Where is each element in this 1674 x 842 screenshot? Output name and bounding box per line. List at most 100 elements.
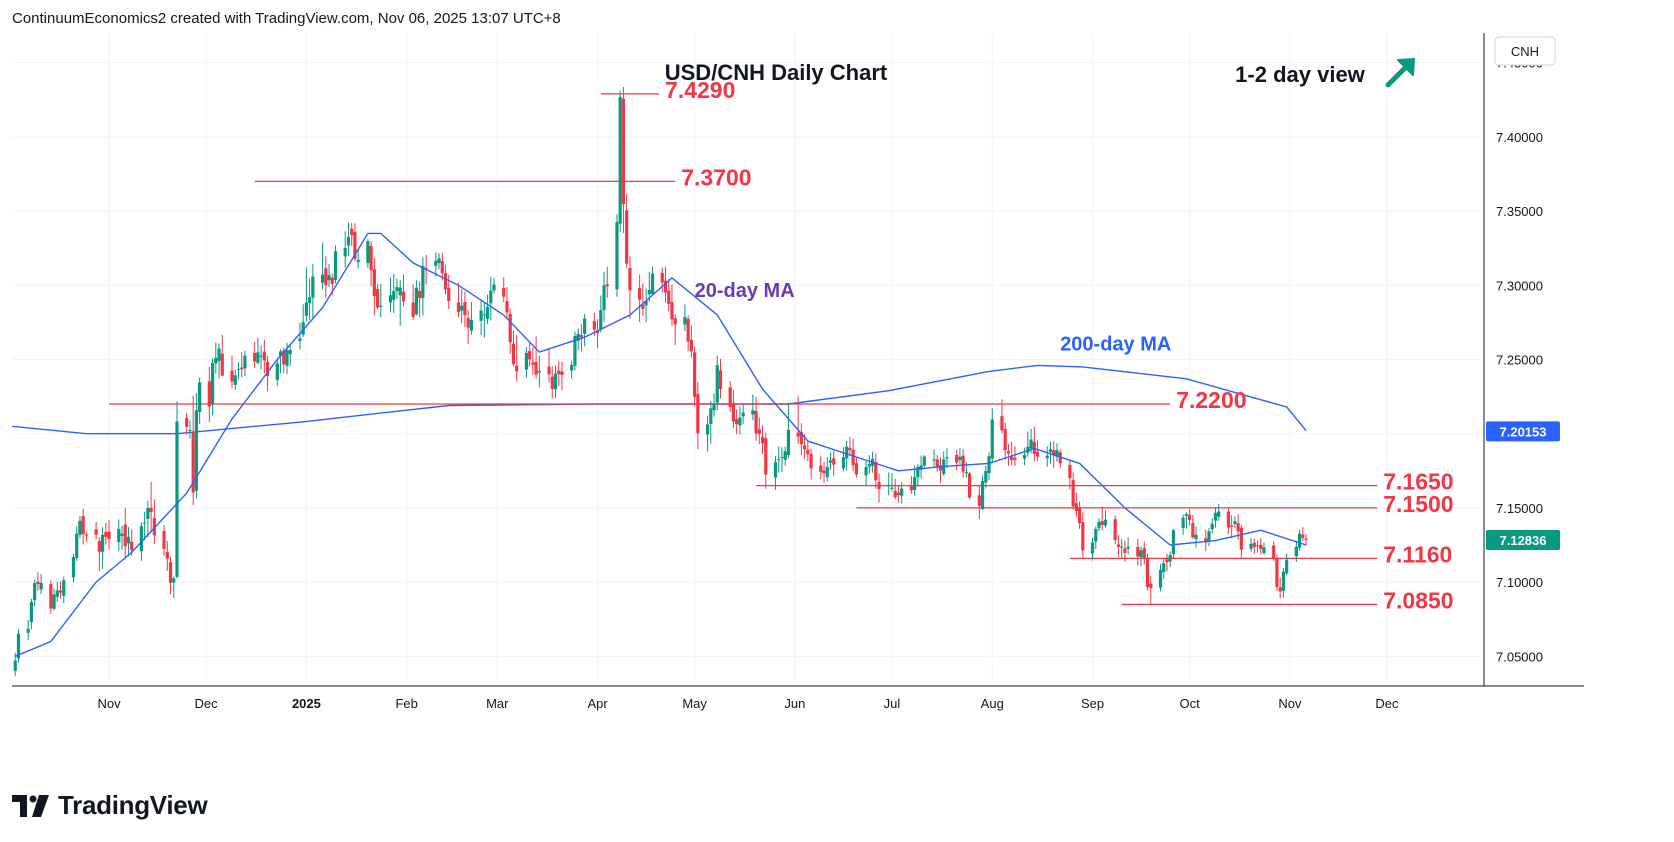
candle-body	[1233, 521, 1237, 525]
candle-body	[896, 492, 901, 495]
candle-body	[644, 301, 648, 306]
candle-body	[1045, 455, 1049, 459]
candle-body	[411, 302, 415, 317]
candle-body	[78, 520, 82, 535]
candle	[1226, 507, 1231, 535]
candle-body	[602, 285, 606, 311]
candle	[1262, 542, 1266, 555]
candle	[1217, 504, 1221, 521]
candle-body	[395, 287, 399, 291]
chart-area[interactable]: 7.4290 7.3700 7.2200 7.1650 7.1500 7.1160 7.08…	[12, 33, 1584, 773]
candle-body	[217, 348, 221, 361]
candle	[207, 366, 211, 423]
candle	[1249, 538, 1253, 552]
candle	[29, 598, 34, 630]
candle	[560, 361, 564, 391]
candle-body	[1249, 543, 1253, 549]
candle-body	[1136, 546, 1140, 557]
x-tick-label: Jun	[784, 696, 805, 711]
candle-body	[667, 290, 671, 304]
candle-body	[1210, 523, 1214, 530]
candle-body	[165, 551, 169, 559]
candle-body	[1113, 519, 1117, 540]
candle	[230, 355, 234, 389]
candle-body	[751, 410, 755, 415]
candle-body	[172, 578, 176, 583]
candle	[1026, 431, 1030, 457]
candle	[1003, 422, 1007, 460]
candle	[809, 448, 813, 480]
tradingview-logo[interactable]: TradingView	[12, 790, 208, 821]
candle	[553, 365, 558, 398]
candle-body	[414, 287, 418, 315]
candle-body	[803, 445, 807, 450]
x-tick-label: Sep	[1081, 696, 1104, 711]
candle-body	[854, 463, 858, 475]
x-tick-label: Dec	[195, 696, 219, 711]
candle-body	[547, 366, 551, 375]
candle	[625, 193, 629, 269]
candle	[16, 629, 21, 663]
candle	[1272, 541, 1276, 562]
candle-body	[696, 394, 700, 434]
candle-body	[1013, 457, 1017, 460]
candle	[1285, 553, 1289, 576]
candle	[165, 540, 169, 571]
candle	[62, 576, 66, 604]
candle	[854, 456, 858, 478]
candle-body	[434, 260, 438, 266]
candle-body	[152, 517, 156, 536]
candle-body	[482, 314, 486, 316]
candle	[922, 455, 926, 468]
candle-body	[828, 460, 833, 463]
candles-layer	[13, 87, 1308, 676]
candle-body	[282, 350, 286, 365]
candle	[1181, 514, 1185, 535]
candle	[877, 473, 881, 503]
candle-body	[1285, 559, 1289, 574]
candle	[265, 355, 270, 392]
candle-body	[1048, 449, 1053, 453]
candle-body	[126, 536, 131, 544]
candle	[511, 330, 516, 367]
candle	[686, 315, 690, 352]
candle-body	[968, 473, 972, 498]
candle	[1078, 501, 1082, 529]
candle-body	[1081, 522, 1085, 551]
candle	[143, 511, 147, 541]
candle-body	[185, 418, 189, 427]
candle	[896, 484, 901, 503]
candle-body	[1252, 542, 1256, 548]
candle	[1188, 509, 1192, 526]
candle-body	[39, 582, 43, 590]
candle-body	[893, 490, 897, 498]
candle-body	[621, 98, 626, 204]
candle	[621, 87, 626, 234]
candle-body	[825, 466, 829, 478]
candle-body	[265, 361, 270, 377]
candle-body	[709, 408, 713, 424]
candle	[751, 394, 755, 421]
candle	[175, 401, 179, 579]
candle-body	[528, 351, 532, 360]
candle-body	[1100, 521, 1104, 525]
candle-body	[1000, 416, 1004, 431]
candle-body	[1023, 455, 1027, 459]
candle	[1184, 512, 1188, 529]
candle	[961, 449, 965, 478]
level-label: 7.0850	[1383, 587, 1453, 613]
view-label: 1-2 day view	[1235, 62, 1366, 87]
grid-lines	[12, 33, 1484, 686]
y-tick-label: 7.40000	[1496, 130, 1543, 145]
candle	[1058, 449, 1062, 469]
candle-body	[320, 274, 325, 283]
candle	[832, 450, 836, 477]
candle-body	[848, 447, 852, 451]
candle-body	[531, 362, 535, 365]
candle-body	[705, 424, 710, 435]
candle-body	[1230, 525, 1234, 527]
candle-body	[780, 457, 784, 459]
candle	[1100, 506, 1104, 531]
candle	[1116, 535, 1121, 558]
